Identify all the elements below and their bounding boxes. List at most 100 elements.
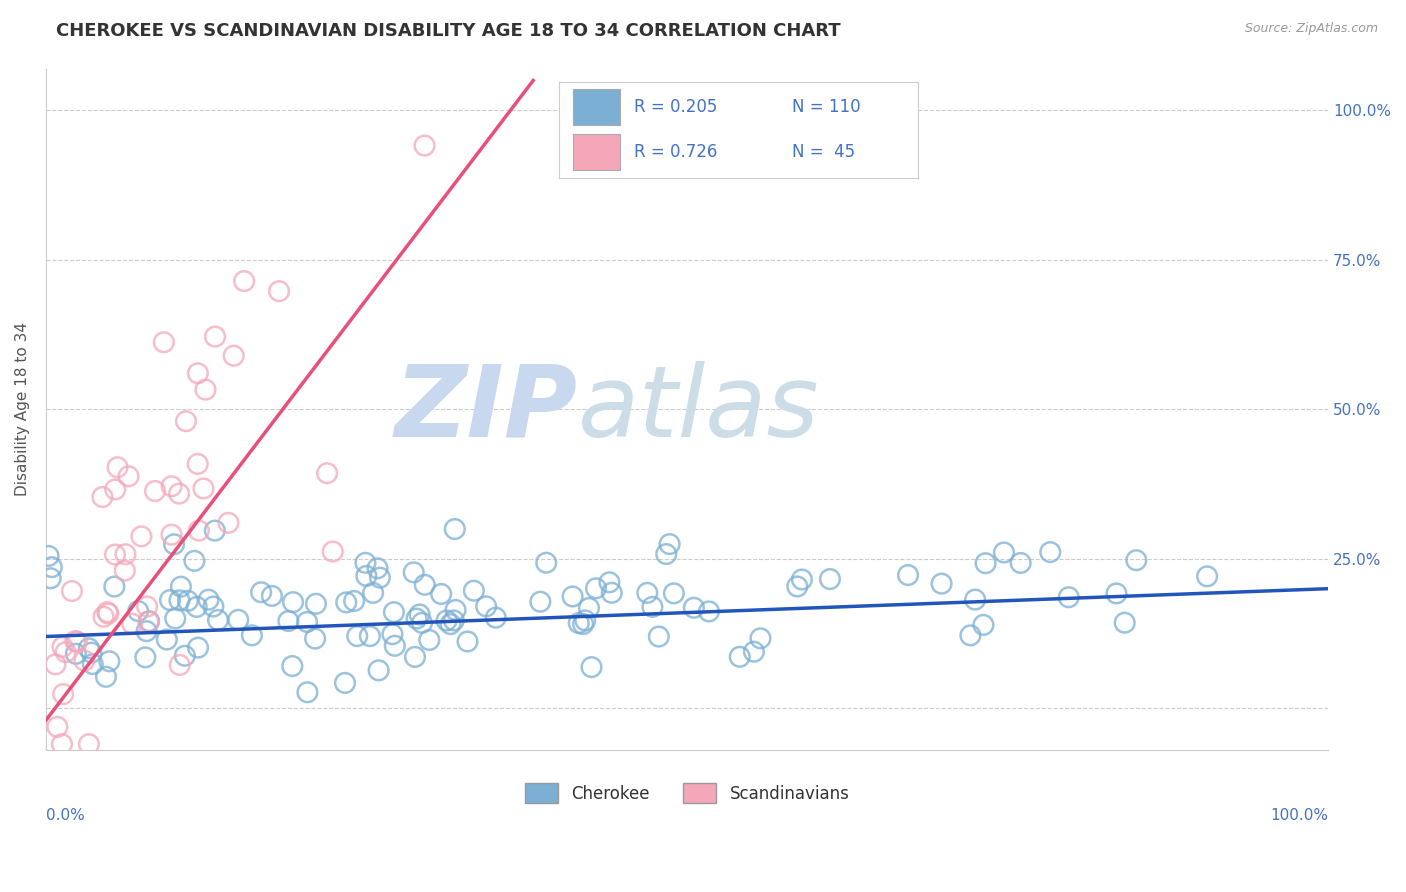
Point [186,599,208,614]
Point [114,547,136,561]
Point [77,641,100,656]
Text: atlas: atlas [578,360,820,458]
Point [295,615,318,629]
Point [578,601,600,615]
Point [818,572,841,586]
Point [160,479,183,493]
Point [931,576,953,591]
Point [177,594,200,608]
Point [749,632,772,646]
Point [439,617,461,632]
Point [117,469,139,483]
Point [443,522,465,536]
Point [169,657,191,672]
Point [974,556,997,570]
Point [207,613,229,627]
Point [187,524,209,538]
Point [187,457,209,471]
Point [418,632,440,647]
Point [367,561,389,575]
Point [443,614,465,628]
Point [1125,553,1147,567]
Point [1105,586,1128,600]
Point [194,383,217,397]
Point [38,549,60,563]
Point [475,599,498,614]
Point [972,618,994,632]
Point [581,660,603,674]
Point [60,584,83,599]
Point [222,349,245,363]
Point [127,604,149,618]
Point [786,579,808,593]
Point [77,737,100,751]
Point [404,649,426,664]
Point [52,687,75,701]
Point [1057,591,1080,605]
Point [66,634,89,648]
Point [405,612,427,626]
Point [356,569,378,583]
Point [104,548,127,562]
Point [187,640,209,655]
Point [1197,569,1219,583]
Point [167,486,190,500]
Point [183,554,205,568]
Point [655,547,678,561]
Point [402,566,425,580]
Point [44,657,66,672]
Point [333,676,356,690]
Point [204,329,226,343]
Point [382,605,405,619]
Point [381,627,404,641]
Point [240,628,263,642]
Point [163,537,186,551]
Point [107,460,129,475]
Point [413,578,436,592]
Point [485,610,508,624]
Point [93,609,115,624]
Point [156,632,179,647]
Point [354,556,377,570]
Point [361,586,384,600]
Point [384,639,406,653]
Point [965,592,987,607]
Point [187,366,209,380]
Point [204,524,226,538]
Point [202,599,225,614]
Point [80,646,103,660]
Point [217,516,239,530]
Text: ZIP: ZIP [395,360,578,458]
Point [98,654,121,668]
Point [165,611,187,625]
Point [121,616,143,631]
Point [662,586,685,600]
Point [65,634,87,648]
Point [197,592,219,607]
Point [51,737,73,751]
Point [683,600,706,615]
Legend: Cherokee, Scandinavians: Cherokee, Scandinavians [517,776,856,810]
Point [39,571,62,585]
Point [94,670,117,684]
Point [305,597,328,611]
Point [131,529,153,543]
Text: Source: ZipAtlas.com: Source: ZipAtlas.com [1244,22,1378,36]
Point [51,640,73,654]
Point [297,685,319,699]
Point [281,595,304,609]
Point [408,607,430,622]
Point [430,587,453,601]
Point [153,335,176,350]
Point [343,594,366,608]
Point [174,414,197,428]
Point [335,595,357,609]
Point [658,537,681,551]
Point [463,583,485,598]
Point [103,580,125,594]
Point [728,649,751,664]
Point [250,585,273,599]
Point [529,595,551,609]
Point [304,632,326,646]
Text: CHEROKEE VS SCANDINAVIAN DISABILITY AGE 18 TO 34 CORRELATION CHART: CHEROKEE VS SCANDINAVIAN DISABILITY AGE … [56,22,841,40]
